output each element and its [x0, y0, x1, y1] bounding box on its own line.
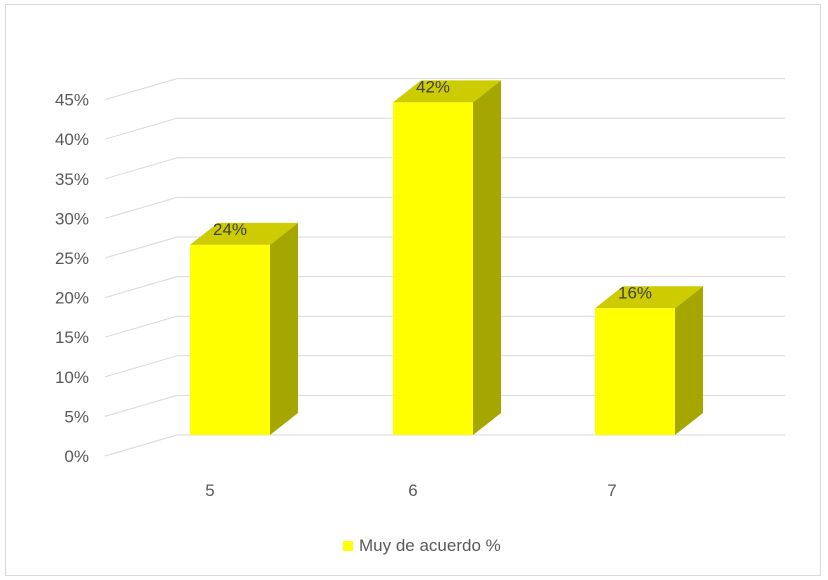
gridline-diagonal	[104, 394, 178, 417]
bar-front	[393, 102, 473, 436]
gridline-diagonal	[104, 157, 178, 180]
bar-side	[473, 80, 501, 436]
x-category-label: 7	[607, 481, 616, 500]
bar-top	[595, 286, 703, 309]
y-tick-label: 0%	[64, 447, 89, 466]
data-label: 42%	[416, 77, 450, 96]
gridline-diagonal	[104, 196, 178, 219]
y-tick-label: 25%	[55, 249, 89, 268]
legend-label: Muy de acuerdo %	[359, 536, 501, 555]
y-axis-ticks: 0% 5% 10% 15% 20% 25% 30% 35% 40% 45%	[55, 91, 89, 466]
gridline-diagonal	[104, 78, 178, 101]
bar	[190, 222, 298, 435]
data-label: 24%	[213, 220, 247, 239]
bar	[595, 286, 703, 435]
bar-front	[595, 308, 675, 435]
data-label: 16%	[618, 283, 652, 302]
gridline-diagonal	[104, 315, 178, 338]
y-tick-label: 15%	[55, 328, 89, 347]
y-tick-label: 20%	[55, 289, 89, 308]
bar-top	[393, 80, 501, 103]
gridline-diagonal	[104, 355, 178, 378]
y-tick-label: 45%	[55, 91, 89, 110]
bar-side	[270, 222, 298, 435]
x-category-label: 6	[408, 481, 417, 500]
bar	[393, 80, 501, 436]
gridline-diagonal	[104, 276, 178, 299]
bars	[190, 80, 703, 436]
y-tick-label: 5%	[64, 407, 89, 426]
x-axis-categories: 5 6 7	[205, 481, 616, 500]
bar-top	[190, 222, 298, 245]
y-tick-label: 10%	[55, 368, 89, 387]
gridline-diagonal	[104, 236, 178, 259]
bar-side	[675, 286, 703, 435]
bar-front	[190, 244, 270, 435]
legend: Muy de acuerdo %	[343, 536, 501, 556]
y-tick-label: 35%	[55, 170, 89, 189]
gridline-diagonal	[104, 117, 178, 140]
legend-swatch	[343, 541, 353, 551]
x-category-label: 5	[205, 481, 214, 500]
data-labels: 24% 42% 16%	[213, 77, 652, 302]
y-tick-label: 30%	[55, 209, 89, 228]
gridline-diagonal	[104, 434, 178, 457]
y-tick-label: 40%	[55, 130, 89, 149]
